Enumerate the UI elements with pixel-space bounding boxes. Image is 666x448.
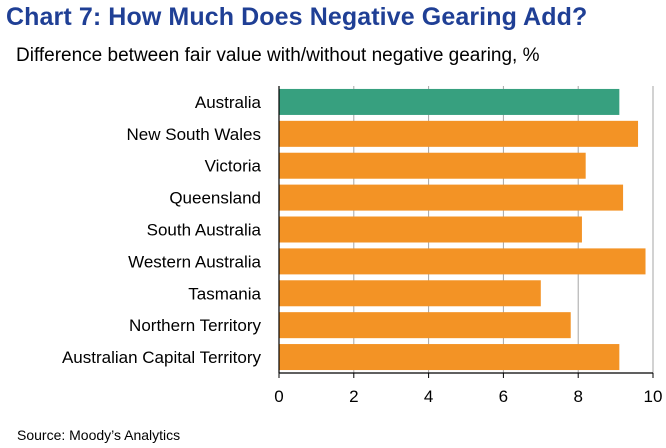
- bar-south-australia: [279, 216, 582, 243]
- x-tick-label: 8: [573, 387, 582, 406]
- category-label: Western Australia: [128, 252, 261, 271]
- x-tick-label: 6: [499, 387, 508, 406]
- category-label: Northern Territory: [129, 316, 261, 335]
- x-tick-label: 0: [274, 387, 283, 406]
- category-label: New South Wales: [127, 125, 261, 144]
- chart-title: Chart 7: How Much Does Negative Gearing …: [6, 3, 588, 31]
- bar-victoria: [279, 152, 586, 179]
- bar-australian-capital-territory: [279, 344, 620, 371]
- bar-tasmania: [279, 280, 541, 307]
- category-label: Victoria: [205, 157, 262, 176]
- bar-new-south-wales: [279, 120, 639, 147]
- bar-northern-territory: [279, 312, 571, 339]
- bar-australia: [279, 88, 620, 115]
- category-label: Australian Capital Territory: [62, 348, 262, 367]
- category-label: Tasmania: [188, 284, 261, 303]
- chart-subtitle: Difference between fair value with/witho…: [16, 45, 540, 66]
- x-tick-label: 4: [424, 387, 433, 406]
- bar-chart: Australia New South Wales Victoria Queensla…: [62, 86, 663, 406]
- category-label: Queensland: [169, 189, 261, 208]
- x-tick-label: 2: [349, 387, 358, 406]
- source-note: Source: Moody’s Analytics: [17, 427, 181, 443]
- bar-queensland: [279, 184, 624, 211]
- category-label: South Australia: [147, 221, 262, 240]
- category-label: Australia: [195, 93, 262, 112]
- bar-western-australia: [279, 248, 646, 275]
- x-tick-label: 10: [644, 387, 663, 406]
